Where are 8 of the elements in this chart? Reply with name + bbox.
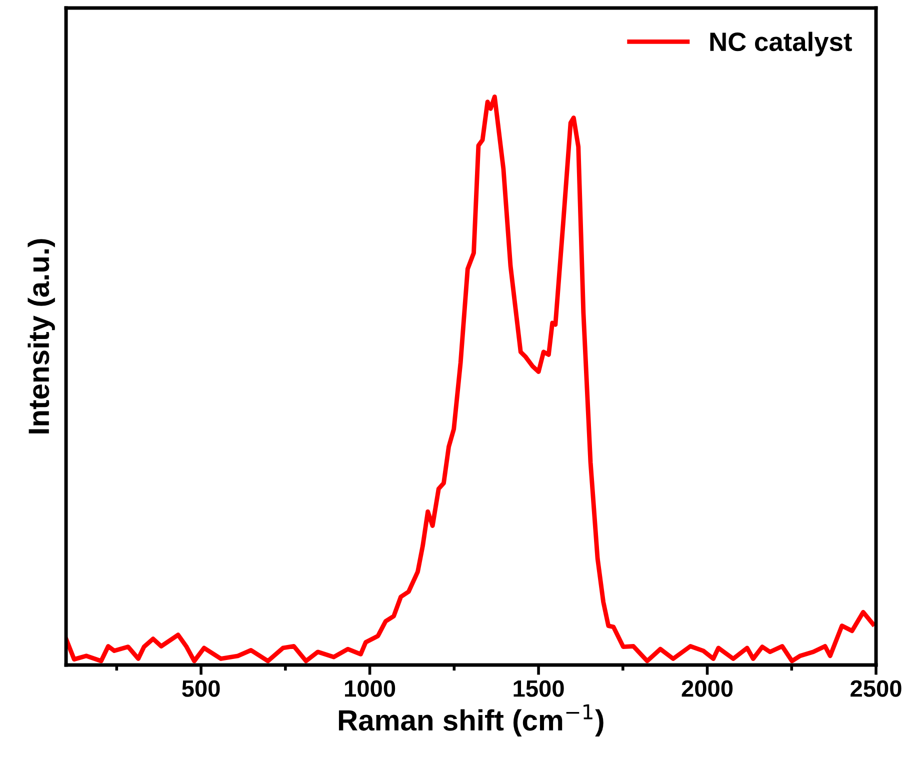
x-tick-label: 1000: [345, 680, 396, 697]
y-axis-title: Intensity (a.u.): [28, 239, 55, 434]
x-tick-label: 2500: [850, 680, 902, 697]
x-axis-title: Raman shift (cm$^{−1}$): [338, 704, 604, 736]
legend-label: NC catalyst: [710, 32, 852, 56]
x-tick-label: 500: [182, 680, 220, 697]
x-tick-label: 2000: [682, 680, 733, 697]
x-tick-label: 1500: [514, 680, 564, 697]
